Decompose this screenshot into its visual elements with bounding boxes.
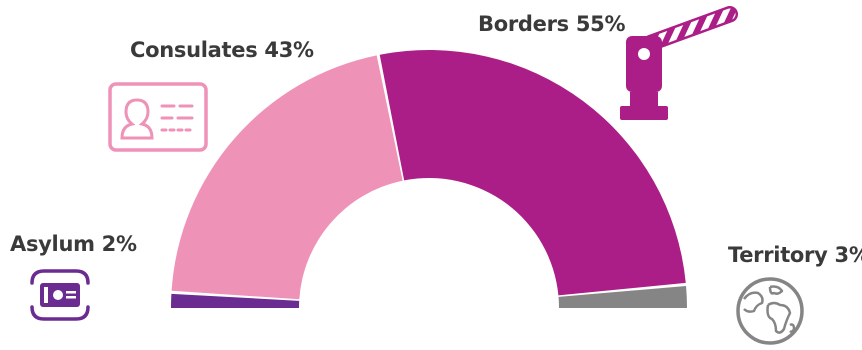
label-consulates: Consulates 43% xyxy=(130,38,314,62)
asylum-hands-id-icon xyxy=(30,269,90,321)
slice-asylum xyxy=(171,293,300,308)
label-territory: Territory 3% xyxy=(728,243,862,267)
globe-icon xyxy=(736,277,804,345)
slice-territory xyxy=(558,285,687,308)
border-barrier-icon xyxy=(620,6,739,120)
label-borders: Borders 55% xyxy=(478,12,626,36)
slice-consulates xyxy=(171,55,403,300)
id-card-icon xyxy=(108,82,208,152)
label-asylum: Asylum 2% xyxy=(10,232,137,256)
slice-borders xyxy=(379,50,686,296)
